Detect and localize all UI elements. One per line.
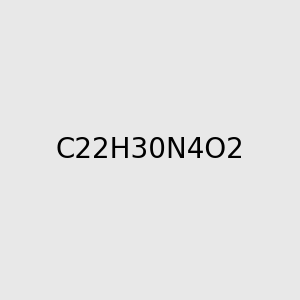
Text: C22H30N4O2: C22H30N4O2 [56, 136, 244, 164]
